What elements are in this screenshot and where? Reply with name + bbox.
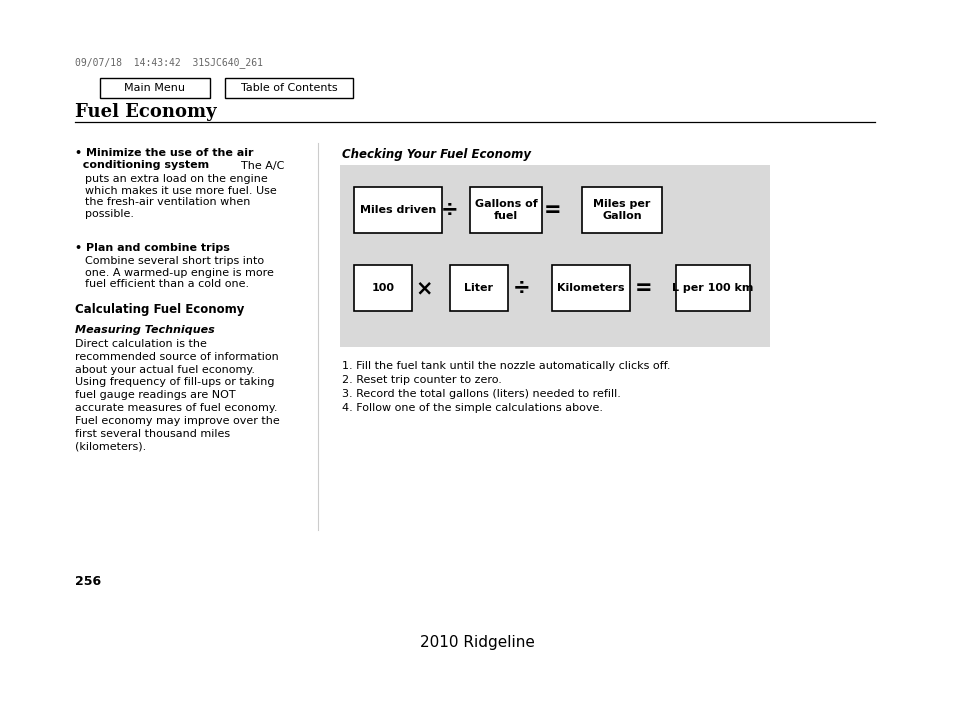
Text: puts an extra load on the engine
which makes it use more fuel. Use
the fresh-air: puts an extra load on the engine which m… [85,174,276,219]
Text: 256: 256 [75,575,101,588]
Bar [676,265,749,311]
Text: Measuring Techniques: Measuring Techniques [75,325,214,335]
Bar [225,78,353,98]
Text: Direct calculation is the
recommended source of information
about your actual fu: Direct calculation is the recommended so… [75,339,279,452]
Text: 2. Reset trip counter to zero.: 2. Reset trip counter to zero. [341,375,501,385]
Bar [354,265,412,311]
Bar [339,165,769,347]
Text: 3. Record the total gallons (liters) needed to refill.: 3. Record the total gallons (liters) nee… [341,389,620,399]
Text: =: = [543,200,561,220]
Text: Gallons of
fuel: Gallons of fuel [475,200,537,221]
Text: • Minimize the use of the air
  conditioning system: • Minimize the use of the air conditioni… [75,148,253,170]
Text: Main Menu: Main Menu [125,83,185,93]
Text: ×: × [415,278,433,298]
Bar [354,187,441,233]
Text: Table of Contents: Table of Contents [240,83,337,93]
Text: 2010 Ridgeline: 2010 Ridgeline [419,635,534,650]
Text: Kilometers: Kilometers [557,283,624,293]
Text: Calculating Fuel Economy: Calculating Fuel Economy [75,303,244,316]
Text: 09/07/18  14:43:42  31SJC640_261: 09/07/18 14:43:42 31SJC640_261 [75,57,263,68]
Bar [470,187,541,233]
Text: 1. Fill the fuel tank until the nozzle automatically clicks off.: 1. Fill the fuel tank until the nozzle a… [341,361,670,371]
Text: • Plan and combine trips: • Plan and combine trips [75,243,230,253]
Text: Miles driven: Miles driven [359,205,436,215]
Bar [450,265,507,311]
Text: Fuel Economy: Fuel Economy [75,103,216,121]
Text: 4. Follow one of the simple calculations above.: 4. Follow one of the simple calculations… [341,403,602,413]
Text: Miles per
Gallon: Miles per Gallon [593,200,650,221]
Text: ÷: ÷ [440,200,458,220]
Bar [552,265,629,311]
Text: ÷: ÷ [513,278,530,298]
Text: 100: 100 [371,283,395,293]
Text: Liter: Liter [464,283,493,293]
Bar [581,187,661,233]
Text: Checking Your Fuel Economy: Checking Your Fuel Economy [341,148,531,161]
Text: The A/C: The A/C [227,161,284,171]
Bar [100,78,210,98]
Text: =: = [635,278,652,298]
Text: Combine several short trips into
one. A warmed-up engine is more
fuel efficient : Combine several short trips into one. A … [85,256,274,289]
Text: L per 100 km: L per 100 km [672,283,753,293]
